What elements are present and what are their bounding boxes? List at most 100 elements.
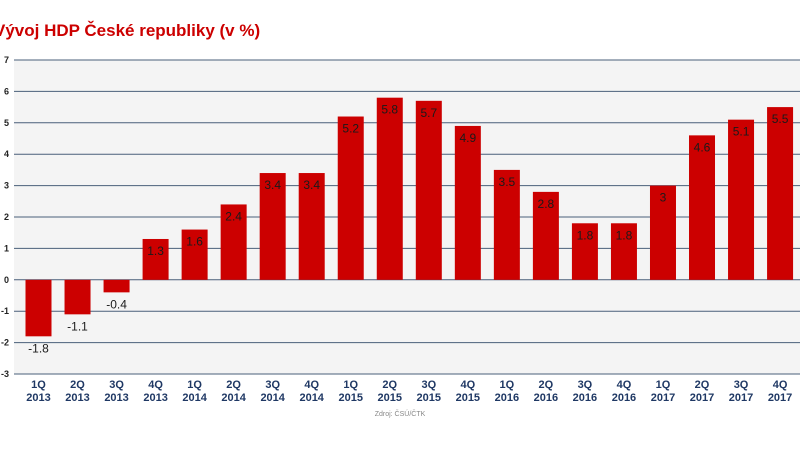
bar bbox=[728, 119, 755, 280]
data-label: 1.8 bbox=[577, 228, 594, 242]
x-tick-quarter: 1Q bbox=[343, 379, 358, 391]
y-tick-label: 6 bbox=[4, 86, 9, 96]
x-tick-year: 2016 bbox=[495, 392, 519, 404]
x-tick-year: 2016 bbox=[573, 392, 597, 404]
x-tick-year: 2017 bbox=[729, 392, 753, 404]
x-tick-quarter: 4Q bbox=[460, 379, 475, 391]
data-label: 1.3 bbox=[147, 244, 164, 258]
y-tick-label: -1 bbox=[1, 306, 9, 316]
data-label: -0.4 bbox=[106, 297, 127, 311]
data-label: 5.2 bbox=[342, 122, 359, 136]
x-tick-year: 2015 bbox=[456, 392, 480, 404]
x-tick-quarter: 4Q bbox=[304, 379, 319, 391]
x-tick-quarter: 3Q bbox=[734, 379, 749, 391]
x-tick-year: 2016 bbox=[534, 392, 558, 404]
bar bbox=[532, 191, 559, 280]
bar bbox=[298, 173, 325, 280]
bar bbox=[337, 116, 364, 280]
data-label: 5.1 bbox=[733, 125, 750, 139]
x-tick-quarter: 1Q bbox=[31, 379, 46, 391]
bar bbox=[259, 173, 286, 280]
x-tick-quarter: 4Q bbox=[617, 379, 632, 391]
bar bbox=[689, 135, 716, 280]
bar bbox=[25, 279, 52, 337]
data-label: 3.4 bbox=[303, 178, 320, 192]
grid-lines bbox=[14, 59, 800, 375]
data-label: 3.5 bbox=[499, 175, 516, 189]
data-label: 4.6 bbox=[694, 140, 711, 154]
x-tick-quarter: 3Q bbox=[421, 379, 436, 391]
bar bbox=[571, 223, 598, 280]
x-tick-year: 2015 bbox=[338, 392, 362, 404]
y-tick-label: 5 bbox=[4, 118, 9, 128]
bar bbox=[103, 279, 130, 293]
x-tick-year: 2013 bbox=[143, 392, 167, 404]
x-tick-year: 2017 bbox=[768, 392, 792, 404]
data-label: 5.5 bbox=[772, 112, 789, 126]
x-tick-quarter: 1Q bbox=[656, 379, 671, 391]
y-tick-label: -2 bbox=[1, 338, 9, 348]
y-tick-label: 3 bbox=[4, 181, 9, 191]
x-tick-year: 2013 bbox=[65, 392, 89, 404]
source-note: Zdroj: ČSÚ/ČTK bbox=[374, 411, 426, 418]
bars bbox=[25, 97, 794, 337]
y-tick-label: 0 bbox=[4, 275, 9, 285]
y-tick-label: 2 bbox=[4, 212, 9, 222]
data-label: 5.7 bbox=[420, 106, 437, 120]
bar bbox=[767, 107, 794, 280]
y-tick-label: 1 bbox=[4, 243, 9, 253]
x-tick-quarter: 3Q bbox=[109, 379, 124, 391]
bar bbox=[181, 229, 208, 280]
x-tick-year: 2014 bbox=[221, 392, 246, 404]
y-tick-label: 7 bbox=[4, 55, 9, 65]
bar bbox=[493, 169, 520, 280]
chart-title: Vývoj HDP České republiky (v %) bbox=[0, 21, 261, 40]
y-tick-label: -3 bbox=[1, 369, 9, 379]
x-tick-year: 2016 bbox=[612, 392, 636, 404]
data-label: 2.8 bbox=[538, 197, 555, 211]
data-label: -1.8 bbox=[28, 341, 49, 355]
bar bbox=[610, 223, 637, 280]
x-tick-year: 2013 bbox=[104, 392, 128, 404]
data-label: 4.9 bbox=[459, 131, 476, 145]
data-label: -1.1 bbox=[67, 319, 88, 333]
y-tick-label: 4 bbox=[4, 149, 9, 159]
x-tick-year: 2013 bbox=[26, 392, 50, 404]
data-label: 1.6 bbox=[186, 235, 203, 249]
x-tick-year: 2017 bbox=[690, 392, 714, 404]
x-axis-ticks: 1Q20132Q20133Q20134Q20131Q20142Q20143Q20… bbox=[26, 379, 792, 404]
x-tick-year: 2014 bbox=[299, 392, 324, 404]
bar bbox=[64, 279, 91, 315]
x-tick-year: 2014 bbox=[182, 392, 207, 404]
x-tick-quarter: 1Q bbox=[187, 379, 202, 391]
bar bbox=[454, 125, 481, 280]
x-tick-year: 2015 bbox=[378, 392, 402, 404]
data-label: 2.4 bbox=[225, 209, 242, 223]
data-label: 3.4 bbox=[264, 178, 281, 192]
x-tick-quarter: 3Q bbox=[578, 379, 593, 391]
x-tick-quarter: 2Q bbox=[382, 379, 397, 391]
x-tick-quarter: 2Q bbox=[70, 379, 85, 391]
bar bbox=[415, 100, 442, 280]
bar bbox=[220, 204, 247, 280]
x-tick-year: 2014 bbox=[260, 392, 285, 404]
x-tick-year: 2017 bbox=[651, 392, 675, 404]
bar bbox=[649, 185, 676, 280]
bar bbox=[142, 238, 169, 280]
x-tick-quarter: 2Q bbox=[695, 379, 710, 391]
data-label: 3 bbox=[660, 191, 667, 205]
x-tick-quarter: 4Q bbox=[148, 379, 163, 391]
y-axis-ticks: -3 -2 -1 0 1 2 3 4 5 6 7 bbox=[1, 55, 9, 379]
data-labels: -1.8 -1.1 -0.4 1.3 1.6 2.4 3.4 3.4 5.2 5.8 5.7 4.9 3… bbox=[28, 103, 789, 356]
x-tick-year: 2015 bbox=[417, 392, 441, 404]
x-tick-quarter: 1Q bbox=[500, 379, 515, 391]
x-tick-quarter: 4Q bbox=[773, 379, 788, 391]
bar bbox=[376, 97, 403, 280]
data-label: 1.8 bbox=[616, 228, 633, 242]
data-label: 5.8 bbox=[381, 103, 398, 117]
x-tick-quarter: 2Q bbox=[226, 379, 241, 391]
x-tick-quarter: 3Q bbox=[265, 379, 280, 391]
x-tick-quarter: 2Q bbox=[539, 379, 554, 391]
